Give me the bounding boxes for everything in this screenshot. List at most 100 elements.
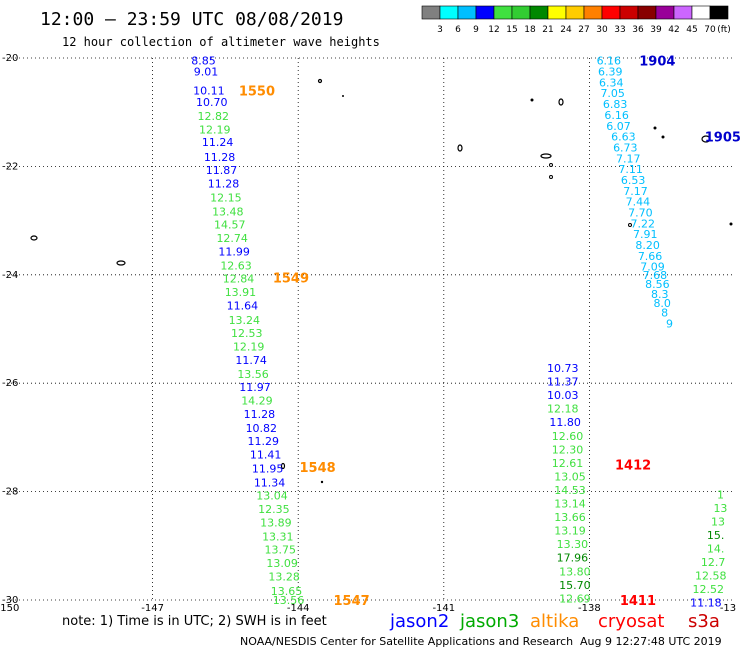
swh-value: 12.60 — [552, 430, 584, 443]
satellite-label: altika — [530, 611, 579, 632]
colorbar-swatch — [421, 5, 441, 20]
colorbar-swatch — [529, 5, 549, 20]
swh-value: 12.63 — [220, 260, 252, 273]
swh-value: 12.35 — [258, 503, 290, 516]
swh-value: 6.73 — [613, 141, 638, 154]
colorbar-swatch — [475, 5, 495, 20]
swh-value: 12.69 — [559, 592, 591, 605]
swh-value: 12.61 — [552, 457, 584, 470]
colorbar-swatch — [601, 5, 621, 20]
colorbar-swatch — [637, 5, 657, 20]
swh-value: 13.91 — [225, 286, 257, 299]
colorbar-tick-label: 42 — [668, 25, 679, 35]
swh-value: 13.24 — [229, 314, 261, 327]
swh-value: 1 — [717, 488, 724, 501]
credit-text: NOAA/NESDIS Center for Satellite Applica… — [240, 635, 573, 648]
colorbar-tick-label: 12 — [488, 25, 499, 35]
swh-value: 13.14 — [554, 498, 586, 511]
island-outline — [116, 260, 126, 266]
swh-value: 13.31 — [262, 531, 294, 544]
swh-value: 7.91 — [633, 228, 658, 241]
swh-value: 10.73 — [547, 362, 579, 375]
swh-value: 6.07 — [606, 120, 631, 133]
island-outline — [653, 126, 657, 130]
swh-value: 11.34 — [254, 476, 286, 489]
island-outline — [701, 135, 711, 143]
axis-tick-labels: -150 -147 -144 -141 -138 -13 -20 -22 -24 -26 -28 -3… — [0, 53, 736, 614]
island-outline — [317, 78, 323, 84]
swh-value: 15.70 — [559, 579, 591, 592]
colorbar-tick-label: 45 — [686, 25, 697, 35]
swh-value: 12.53 — [231, 327, 263, 340]
swh-value: 8.3 — [651, 288, 669, 301]
swh-value: 13.05 — [554, 470, 586, 483]
swh-value: 9.01 — [194, 66, 219, 79]
swh-value: 8 — [661, 307, 668, 320]
swh-value: 13.04 — [256, 489, 288, 502]
colorbar-swatch — [439, 5, 459, 20]
swh-value: 12.7 — [701, 556, 726, 569]
swh-value: 12.19 — [199, 124, 231, 137]
swh-value: 11.24 — [202, 136, 234, 149]
island-outline — [549, 163, 553, 167]
y-tick-label: -20 — [2, 53, 18, 64]
satellite-label: jason2 — [389, 611, 449, 632]
swh-value: 7.17 — [623, 185, 648, 198]
colorbar-swatch — [619, 5, 639, 20]
swh-value: 6.83 — [603, 98, 628, 111]
swh-value: 12.82 — [198, 110, 230, 123]
swh-value: 11.64 — [227, 300, 259, 313]
swh-value: 12.52 — [693, 583, 725, 596]
y-tick-label: -28 — [2, 487, 18, 498]
colorbar-swatch — [691, 5, 711, 20]
swh-value: 13.09 — [266, 557, 298, 570]
colorbar-tick-label: 18 — [524, 25, 536, 35]
time-label: 1549 — [273, 272, 309, 287]
swh-value: 8.56 — [645, 278, 670, 291]
swh-value: 6.63 — [611, 131, 636, 144]
footer-note: note: 1) Time is in UTC; 2) SWH is in fe… — [62, 614, 327, 629]
swh-value: 10.03 — [547, 389, 579, 402]
swh-value: 7.11 — [618, 163, 643, 176]
swh-value: 13.28 — [268, 571, 300, 584]
swh-value: 11.95 — [252, 462, 284, 475]
colorbar-tick-label: 27 — [578, 25, 589, 35]
swh-value: 11.28 — [208, 178, 240, 191]
island-outline — [530, 98, 534, 102]
colorbar-swatch — [493, 5, 513, 20]
x-tick-label: -144 — [287, 603, 310, 614]
swh-value: 11.97 — [239, 381, 271, 394]
colorbar-tick-label: 30 — [596, 25, 608, 35]
colorbar-tick-label: 70 — [704, 25, 716, 35]
chart-title: 12:00 – 23:59 UTC 08/08/2019 — [40, 9, 343, 30]
colorbar-swatch — [583, 5, 603, 20]
time-label: 1547 — [333, 594, 369, 609]
colorbar-tick-label: 24 — [560, 25, 572, 35]
swh-value: 7.44 — [626, 196, 651, 209]
swh-value: 13.80 — [559, 565, 591, 578]
swh-value: 7.17 — [616, 152, 641, 165]
y-tick-label: -30 — [2, 595, 18, 606]
y-tick-label: -26 — [2, 378, 18, 389]
swh-value: 9 — [666, 318, 673, 331]
swh-value: 12.15 — [210, 191, 242, 204]
swh-value: 7.05 — [600, 87, 625, 100]
colorbar-tick-label: 9 — [473, 25, 479, 35]
swh-value: 11.87 — [206, 164, 238, 177]
colorbar-tick-label: 3 — [437, 25, 443, 35]
swh-value: 11.74 — [235, 354, 267, 367]
swh-value: 13 — [711, 515, 725, 528]
swh-value: 10.70 — [196, 96, 228, 109]
swh-value: 12.58 — [695, 570, 727, 583]
island-outline — [320, 480, 324, 484]
colorbar-swatch — [511, 5, 531, 20]
y-tick-label: -24 — [2, 270, 18, 281]
island-outline — [729, 222, 733, 226]
swh-value: 6.34 — [599, 76, 624, 89]
time-label: 1904 — [639, 55, 675, 70]
swh-value: 17.96 — [557, 552, 589, 565]
satellite-label: jason3 — [459, 611, 519, 632]
swh-value: 7.22 — [631, 217, 656, 230]
swh-value: 13.56 — [237, 368, 269, 381]
swh-values: 8.859.0110.1110.7012.8212.1911.2411.2811… — [191, 55, 727, 610]
